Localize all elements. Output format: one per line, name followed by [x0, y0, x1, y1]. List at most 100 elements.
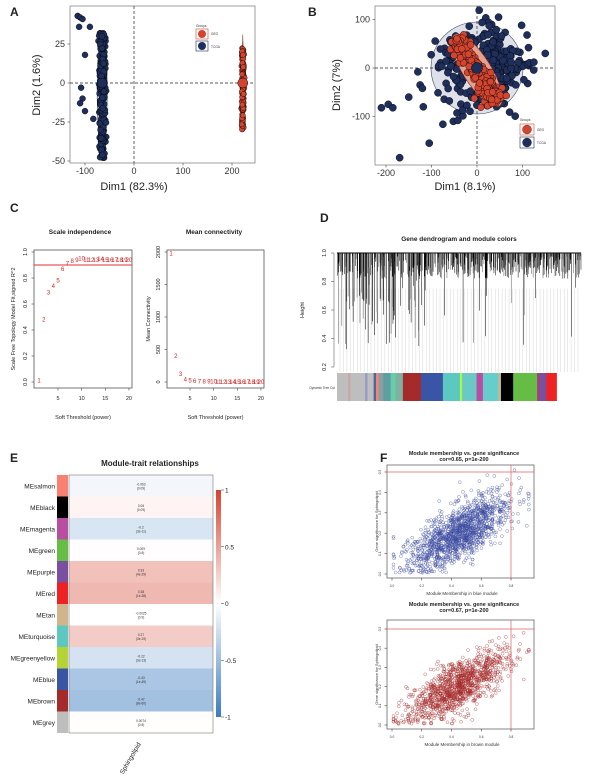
tcga-point — [436, 45, 445, 53]
tcga-point — [492, 25, 501, 34]
gene-point — [484, 694, 488, 698]
gene-point — [487, 639, 492, 644]
x-tick-label: 0.0 — [390, 584, 395, 588]
legend-geo-marker — [198, 30, 206, 38]
gene-point — [511, 512, 515, 516]
gene-point — [488, 499, 492, 503]
geo-point — [450, 51, 458, 59]
gene-point — [505, 477, 509, 482]
gene-point — [486, 487, 491, 491]
gene-point — [518, 488, 522, 492]
y-tick-label: 0.6 — [322, 306, 328, 314]
geo-point — [456, 54, 465, 62]
gene-point — [444, 521, 448, 525]
tcga-point — [497, 32, 506, 40]
gene-point — [469, 488, 473, 493]
x-tick-label: 10 — [211, 396, 217, 402]
gene-point — [391, 566, 396, 570]
gene-point — [500, 534, 504, 538]
p-value: (8e-60) — [136, 701, 146, 705]
gene-point — [408, 571, 412, 575]
tcga-point — [541, 49, 550, 58]
x-tick-label: 0.8 — [509, 584, 514, 588]
gene-point — [434, 516, 439, 520]
panel-label-C: C — [10, 201, 19, 215]
module-row-label: MEpurple — [27, 569, 55, 576]
heatmap-cell — [69, 561, 213, 583]
x-tick-label: 0.6 — [479, 584, 484, 588]
x-axis-title: Dim1 (82.3%) — [100, 181, 167, 193]
x-tick-label: 5 — [56, 396, 59, 402]
legend-label-tcga: TCGA — [537, 141, 547, 145]
y-tick-label: 1500 — [156, 278, 162, 290]
gene-point — [473, 707, 478, 711]
tcga-point — [454, 116, 462, 125]
module-color-swatch — [57, 582, 68, 604]
x-tick-label: 100 — [175, 166, 190, 176]
module-row-label: MEturquoise — [19, 634, 56, 641]
gene-point — [493, 541, 497, 546]
geo-point — [240, 112, 246, 119]
tcga-point — [475, 6, 483, 15]
gene-point — [491, 500, 496, 504]
power-point-label: 16 — [107, 258, 114, 264]
gene-point — [451, 509, 456, 513]
gene-point — [522, 677, 526, 682]
module-color-segment — [337, 373, 349, 401]
gene-point — [399, 554, 403, 558]
gene-point — [517, 476, 521, 480]
gene-point — [517, 499, 522, 504]
x-tick-label: 0 — [474, 168, 479, 178]
panel-b-plot-frame — [374, 5, 556, 166]
gene-point — [475, 548, 479, 553]
power-point-label: 2 — [42, 318, 46, 324]
tcga-point — [98, 45, 106, 52]
module-color-swatch — [57, 668, 68, 690]
y-tick-label: 1.0 — [23, 248, 29, 256]
colorbar-tick-label: 0 — [225, 601, 229, 608]
module-row-label: MEtan — [36, 612, 55, 619]
heatmap-frame — [68, 474, 214, 734]
p-value: (3e-11) — [136, 529, 146, 533]
gene-point — [463, 551, 467, 556]
power-point-label: 3 — [179, 372, 183, 378]
gene-point — [399, 698, 404, 703]
gene-point — [477, 479, 482, 483]
power-point-label: 14 — [97, 257, 104, 263]
gene-point — [442, 715, 446, 719]
y-tick-label: 0.4 — [378, 490, 382, 495]
gene-point — [458, 713, 463, 717]
plot-frame-F1 — [386, 464, 535, 579]
gene-point — [518, 657, 523, 661]
tcga-point — [466, 87, 475, 95]
correlation-value: -0.063 — [136, 482, 145, 486]
gene-point — [461, 490, 465, 494]
tcga-point — [458, 106, 467, 115]
legend-tcga-marker — [198, 42, 206, 50]
power-point-label: 20 — [258, 380, 265, 386]
power-point-label: 13 — [224, 380, 231, 386]
tcga-point — [90, 115, 97, 123]
correlation-value: 0.009 — [137, 547, 145, 551]
tcga-point — [465, 22, 474, 31]
p-value: (0.09) — [137, 486, 145, 490]
correlation-value: -0.43 — [137, 676, 144, 680]
x-tick-label: 0.4 — [449, 735, 454, 739]
tcga-point — [484, 30, 492, 39]
module-color-segment — [402, 373, 422, 401]
tcga-point — [517, 21, 526, 30]
y-tick-label: 0.4 — [23, 326, 29, 334]
gene-point — [512, 468, 517, 472]
plot-frame-C2 — [166, 249, 265, 389]
x-tick-label: 20 — [258, 396, 264, 402]
tcga-point — [86, 23, 94, 31]
tcga-point — [445, 97, 454, 105]
gene-point — [497, 636, 501, 640]
heatmap-cell — [69, 711, 213, 733]
gene-point — [463, 505, 467, 509]
y-tick-label: 0 — [156, 380, 162, 383]
module-color-segment — [482, 373, 499, 401]
gene-point — [419, 692, 424, 696]
gene-point — [457, 495, 461, 499]
power-point-label: 19 — [121, 258, 128, 264]
